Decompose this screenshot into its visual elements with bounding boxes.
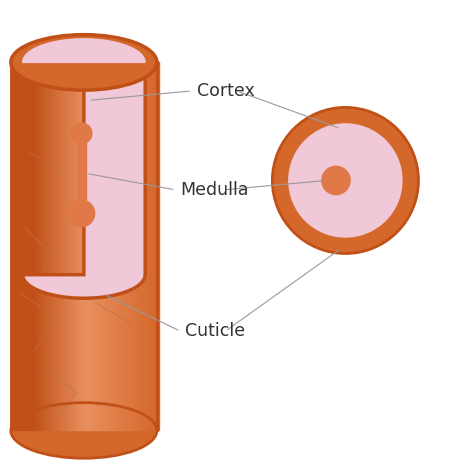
Bar	[77, 133, 86, 213]
Bar	[98, 63, 100, 430]
Bar	[33, 63, 36, 430]
Bar	[73, 63, 75, 430]
Polygon shape	[22, 39, 145, 63]
Bar	[46, 63, 48, 430]
Bar	[23, 63, 26, 430]
Bar	[115, 63, 117, 430]
Bar	[142, 63, 145, 430]
Bar	[92, 63, 95, 430]
Bar	[68, 63, 70, 430]
Bar	[147, 63, 149, 430]
Polygon shape	[22, 39, 145, 298]
Circle shape	[289, 124, 402, 237]
Bar	[125, 63, 127, 430]
Bar	[139, 63, 142, 430]
Bar	[155, 63, 157, 430]
Bar	[117, 63, 120, 430]
Ellipse shape	[11, 35, 157, 90]
Bar	[75, 63, 78, 430]
Circle shape	[68, 200, 95, 227]
Bar	[50, 63, 53, 430]
Bar	[152, 63, 155, 430]
Bar	[43, 63, 46, 430]
Bar	[80, 63, 82, 430]
Bar	[28, 63, 31, 430]
Text: Cuticle: Cuticle	[185, 322, 245, 340]
Bar	[38, 63, 40, 430]
Bar	[26, 63, 28, 430]
Bar	[21, 63, 23, 430]
Bar	[63, 63, 65, 430]
Bar	[110, 63, 112, 430]
Bar	[122, 63, 125, 430]
Bar	[157, 63, 159, 430]
Bar	[31, 63, 33, 430]
Bar	[11, 63, 13, 430]
Bar	[127, 63, 129, 430]
Bar	[60, 63, 63, 430]
Bar	[120, 63, 122, 430]
Bar	[145, 63, 147, 430]
Bar	[65, 63, 68, 430]
Bar	[112, 63, 115, 430]
Bar	[137, 63, 139, 430]
Bar	[58, 63, 60, 430]
Bar	[95, 63, 98, 430]
Bar	[48, 63, 50, 430]
Bar	[102, 63, 105, 430]
Bar	[108, 63, 110, 430]
Circle shape	[71, 123, 92, 144]
Bar	[88, 63, 90, 430]
Bar	[132, 63, 135, 430]
Bar	[55, 63, 58, 430]
Bar	[16, 63, 18, 430]
Bar	[36, 63, 38, 430]
Bar	[149, 63, 152, 430]
Bar	[82, 63, 85, 430]
Bar	[130, 63, 132, 430]
Text: Medulla: Medulla	[181, 181, 249, 199]
Bar	[100, 63, 102, 430]
Bar	[135, 63, 137, 430]
Bar	[90, 63, 92, 430]
Bar	[53, 63, 55, 430]
Ellipse shape	[11, 403, 157, 458]
Text: Cortex: Cortex	[197, 82, 255, 100]
Bar	[85, 63, 88, 430]
Circle shape	[273, 108, 419, 254]
Bar	[13, 63, 16, 430]
Bar	[70, 63, 73, 430]
Bar	[18, 63, 21, 430]
Bar	[78, 63, 80, 430]
Circle shape	[322, 166, 350, 195]
Bar	[40, 63, 43, 430]
Bar	[105, 63, 107, 430]
